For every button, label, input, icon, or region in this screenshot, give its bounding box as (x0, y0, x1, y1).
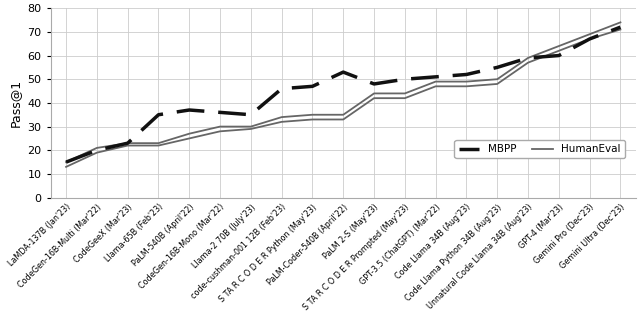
HumanEval (247, 127, 255, 131)
HumanEval (586, 37, 593, 41)
MBPP (124, 141, 132, 145)
HumanEval (493, 82, 501, 86)
MBPP (155, 113, 163, 117)
MBPP (339, 70, 347, 74)
HumanEval (616, 27, 624, 31)
Line: HumanEval: HumanEval (66, 29, 620, 167)
MBPP (401, 77, 409, 81)
HumanEval (93, 151, 100, 155)
MBPP (432, 75, 440, 79)
MBPP (93, 149, 100, 152)
HumanEval (432, 84, 440, 88)
HumanEval (524, 61, 532, 64)
Line: MBPP: MBPP (66, 27, 620, 162)
MBPP (524, 56, 532, 60)
HumanEval (186, 137, 193, 140)
Y-axis label: Pass@1: Pass@1 (9, 79, 22, 127)
HumanEval (278, 120, 285, 124)
HumanEval (401, 96, 409, 100)
MBPP (308, 84, 316, 88)
MBPP (463, 73, 470, 76)
HumanEval (463, 84, 470, 88)
MBPP (586, 37, 593, 41)
MBPP (370, 82, 378, 86)
MBPP (186, 108, 193, 112)
HumanEval (308, 118, 316, 121)
HumanEval (124, 144, 132, 148)
MBPP (216, 111, 224, 114)
MBPP (493, 65, 501, 69)
Legend: MBPP, HumanEval: MBPP, HumanEval (454, 140, 625, 158)
MBPP (247, 113, 255, 117)
HumanEval (555, 49, 563, 53)
HumanEval (339, 118, 347, 121)
MBPP (616, 25, 624, 29)
HumanEval (216, 130, 224, 133)
MBPP (278, 87, 285, 91)
HumanEval (370, 96, 378, 100)
HumanEval (155, 144, 163, 148)
MBPP (555, 54, 563, 58)
MBPP (62, 160, 70, 164)
HumanEval (62, 165, 70, 169)
